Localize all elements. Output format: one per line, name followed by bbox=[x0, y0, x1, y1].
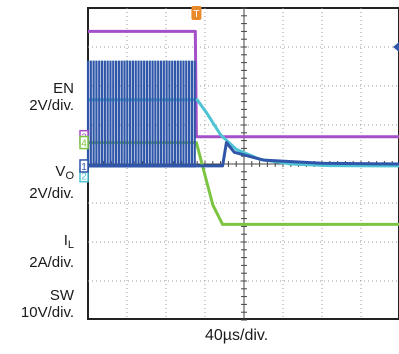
en-name: EN bbox=[53, 80, 74, 97]
vo-name: VO bbox=[55, 163, 74, 182]
trigger-marker: T bbox=[191, 6, 202, 20]
vo-label: VO 2V/div. bbox=[10, 163, 74, 202]
vo-scale: 2V/div. bbox=[29, 185, 74, 202]
il-label: IL 2A/div. bbox=[10, 232, 74, 271]
il-name: IL bbox=[63, 232, 74, 251]
traces bbox=[86, 29, 399, 226]
il-scale: 2A/div. bbox=[29, 254, 74, 271]
sw-name: SW bbox=[49, 287, 74, 304]
en-trace bbox=[88, 29, 399, 139]
sw-marker-box bbox=[79, 159, 89, 173]
sw-scale: 10V/div. bbox=[20, 304, 74, 321]
trigger-marker-box bbox=[191, 6, 202, 20]
channel-markers: 3241T bbox=[79, 6, 399, 183]
timebase-label: 40µs/div. bbox=[205, 327, 269, 344]
sw-marker-label: 1 bbox=[81, 162, 87, 173]
il-marker-box bbox=[79, 135, 89, 150]
en-label: EN 2V/div. bbox=[10, 80, 74, 114]
reference-arrow-icon bbox=[393, 42, 399, 52]
sw-label: SW 10V/div. bbox=[8, 287, 74, 321]
vo-line bbox=[88, 98, 399, 168]
en-scale: 2V/div. bbox=[29, 97, 74, 114]
sw-line bbox=[196, 141, 399, 168]
il-channel-marker: 4 bbox=[79, 135, 89, 150]
vo-marker-label: 2 bbox=[81, 172, 87, 183]
sw-trace bbox=[86, 60, 399, 168]
en-line bbox=[88, 29, 399, 139]
il-marker-label: 4 bbox=[81, 139, 87, 150]
vo-trace bbox=[88, 98, 399, 168]
trigger-marker-label: T bbox=[193, 9, 199, 20]
sw-channel-marker: 1 bbox=[79, 159, 89, 173]
